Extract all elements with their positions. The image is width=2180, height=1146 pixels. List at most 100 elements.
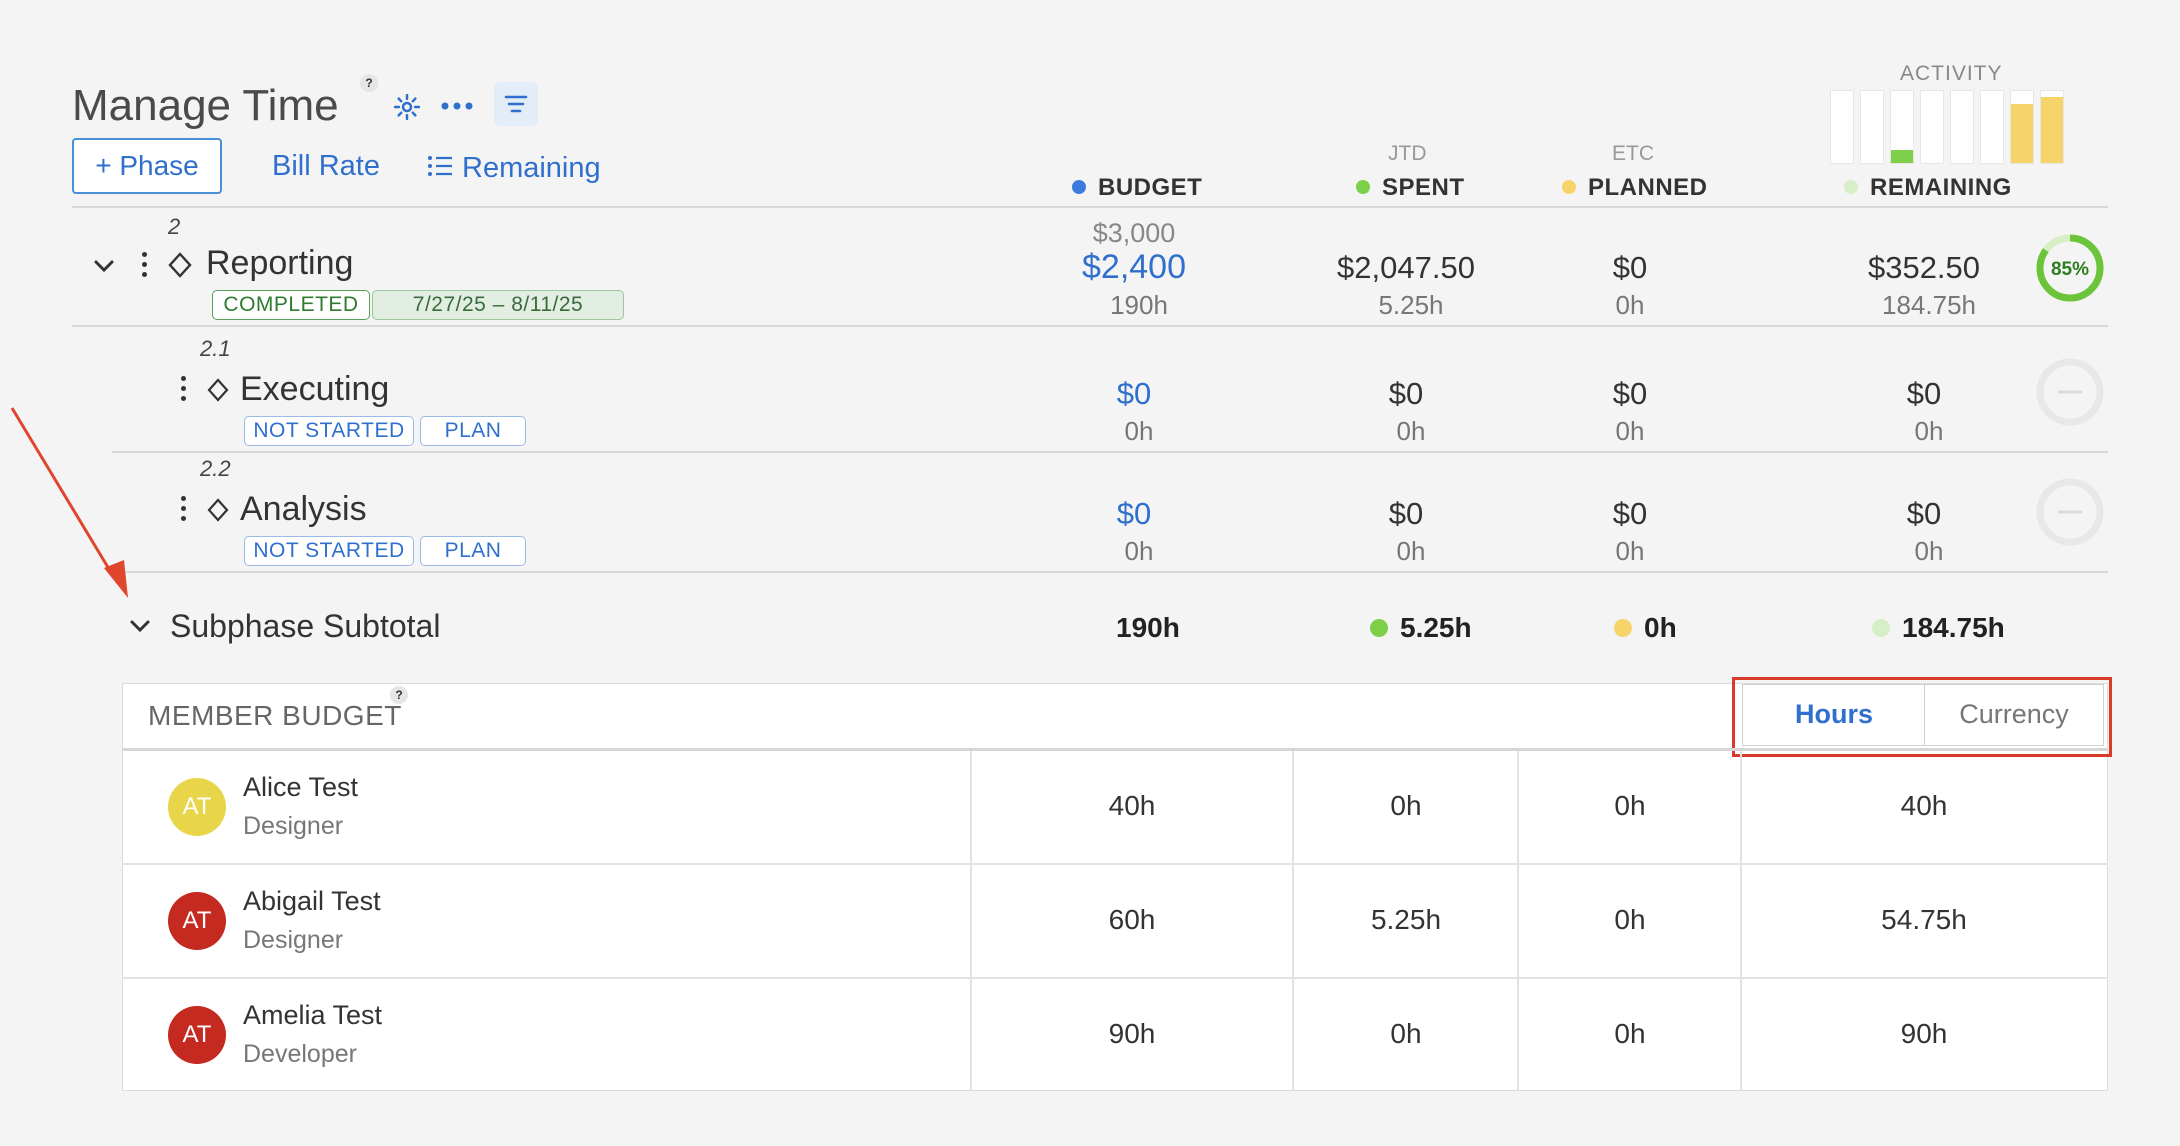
phase-menu-icon[interactable]: [142, 252, 148, 282]
subphase-planned: $0: [1612, 376, 1648, 411]
member-budget-cell[interactable]: 60h: [1108, 904, 1156, 935]
cell-divider: [1517, 751, 1519, 1091]
spent-dot-icon: [1370, 618, 1388, 637]
remaining-link[interactable]: Remaining: [462, 152, 601, 184]
member-budget-panel: [122, 683, 2108, 1091]
row-divider: [122, 863, 2108, 865]
phase-spent: $2,047.50: [1337, 250, 1475, 285]
subphase-planned: $0: [1612, 496, 1648, 531]
budget-dot-icon: [1072, 179, 1086, 194]
filter-button[interactable]: [494, 82, 538, 126]
divider: [112, 451, 2108, 453]
empty-progress-icon: [2034, 356, 2106, 433]
remaining-dot-icon: [1872, 618, 1890, 637]
subphase-name[interactable]: Analysis: [240, 490, 367, 528]
phase-budget[interactable]: $2,400: [1082, 248, 1186, 286]
member-name: Abigail Test: [243, 886, 381, 916]
member-budget-title: MEMBER BUDGET: [148, 700, 402, 731]
phase-remaining-hours: 184.75h: [1882, 290, 1976, 320]
bill-rate-link[interactable]: Bill Rate: [272, 150, 380, 182]
page-title: Manage Time: [72, 81, 339, 130]
planned-dot-icon: [1614, 618, 1632, 637]
divider: [122, 748, 2108, 751]
jtd-label: JTD: [1388, 142, 1427, 165]
activity-bar: [1860, 90, 1884, 164]
phase-number: 2: [168, 214, 181, 239]
phase-remaining: $352.50: [1867, 250, 1981, 285]
phase-budget-hours: 190h: [1110, 290, 1168, 320]
etc-label: ETC: [1612, 142, 1654, 165]
subphase-spent-hours: 0h: [1396, 536, 1426, 566]
remaining-list-icon[interactable]: [426, 152, 454, 185]
activity-bar: [1830, 90, 1854, 164]
subtotal-planned: 0h: [1614, 612, 1677, 644]
activity-bar: [2010, 90, 2034, 164]
help-icon[interactable]: ?: [360, 74, 378, 92]
subphase-menu-icon[interactable]: [181, 376, 187, 406]
budget-column-header: BUDGET: [1072, 174, 1202, 202]
subphase-budget-hours: 0h: [1124, 536, 1154, 566]
member-spent-cell: 5.25h: [1370, 904, 1442, 935]
phase-diamond-icon: [166, 251, 194, 284]
subphase-diamond-icon: [205, 497, 231, 528]
plan-badge[interactable]: PLAN: [420, 416, 526, 446]
spent-dot-icon: [1356, 179, 1370, 194]
subphase-remaining-hours: 0h: [1914, 416, 1944, 446]
empty-progress-icon: [2034, 476, 2106, 553]
plan-badge[interactable]: PLAN: [420, 536, 526, 566]
activity-bar: [1890, 90, 1914, 164]
member-name: Amelia Test: [243, 1000, 383, 1030]
status-badge[interactable]: NOT STARTED: [244, 536, 414, 566]
remaining-dot-icon: [1844, 179, 1858, 194]
remaining-column-header: REMAINING: [1844, 174, 2012, 202]
progress-label: 85%: [2051, 259, 2089, 280]
subphase-remaining-hours: 0h: [1914, 536, 1944, 566]
phase-planned: $0: [1612, 250, 1648, 285]
member-role: Designer: [243, 812, 344, 840]
member-planned-cell: 0h: [1614, 904, 1646, 935]
add-phase-button[interactable]: + Phase: [72, 138, 222, 194]
member-budget-cell[interactable]: 40h: [1108, 790, 1156, 821]
subtotal-remaining: 184.75h: [1872, 612, 2005, 644]
subphase-budget[interactable]: $0: [1116, 496, 1152, 531]
subphase-number: 2.2: [200, 456, 231, 481]
date-range-badge[interactable]: 7/27/25 – 8/11/25: [372, 290, 624, 320]
avatar: AT: [168, 892, 226, 950]
cell-divider: [1292, 751, 1294, 1091]
member-remaining-cell: 40h: [1900, 790, 1948, 821]
gear-icon[interactable]: [392, 92, 422, 122]
currency-toggle[interactable]: Currency: [1924, 684, 2104, 746]
subphase-name[interactable]: Executing: [240, 370, 390, 408]
divider: [112, 571, 2108, 573]
planned-dot-icon: [1562, 179, 1576, 194]
phase-name[interactable]: Reporting: [206, 244, 354, 282]
member-budget-cell[interactable]: 90h: [1108, 1018, 1156, 1049]
subphase-planned-hours: 0h: [1615, 416, 1645, 446]
subphase-spent: $0: [1388, 496, 1424, 531]
subphase-remaining: $0: [1906, 496, 1942, 531]
subphase-budget[interactable]: $0: [1116, 376, 1152, 411]
avatar: AT: [168, 1006, 226, 1064]
planned-column-header: PLANNED: [1562, 174, 1708, 202]
member-name: Alice Test: [243, 772, 359, 802]
subphase-menu-icon[interactable]: [181, 496, 187, 526]
progress-ring: 85%: [2034, 232, 2106, 309]
subphase-remaining: $0: [1906, 376, 1942, 411]
subphase-budget-hours: 0h: [1124, 416, 1154, 446]
member-role: Designer: [243, 926, 344, 954]
chevron-down-icon[interactable]: [128, 616, 152, 641]
subphase-planned-hours: 0h: [1615, 536, 1645, 566]
budget-original: $3,000: [1092, 218, 1176, 248]
hours-toggle[interactable]: Hours: [1742, 684, 1926, 746]
row-divider: [122, 977, 2108, 979]
highlight-box: [1732, 677, 2112, 757]
chevron-down-icon[interactable]: [92, 256, 116, 281]
filter-icon: [504, 95, 528, 113]
activity-label: ACTIVITY: [1900, 62, 2003, 85]
activity-bar: [1980, 90, 2004, 164]
more-options-icon[interactable]: [440, 96, 474, 116]
status-badge[interactable]: NOT STARTED: [244, 416, 414, 446]
status-badge[interactable]: COMPLETED: [212, 290, 370, 320]
activity-bar: [1950, 90, 1974, 164]
help-icon[interactable]: ?: [390, 686, 408, 704]
